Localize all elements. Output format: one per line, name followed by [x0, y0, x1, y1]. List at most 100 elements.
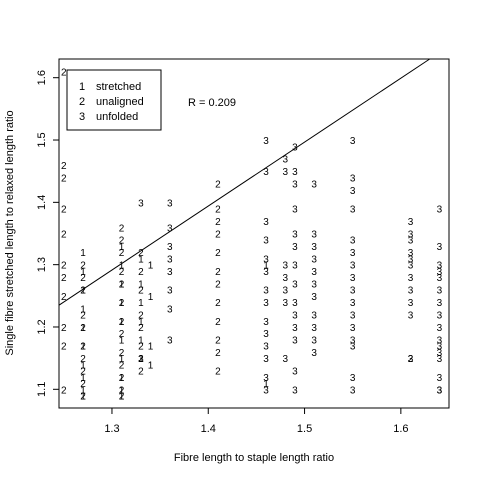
data-point-unfolded: 3	[167, 223, 173, 234]
data-point-unfolded: 3	[311, 335, 317, 346]
data-point-unfolded: 3	[292, 367, 298, 378]
data-point-unfolded: 3	[263, 286, 269, 297]
data-point-unfolded: 3	[408, 230, 414, 241]
data-point-unfolded: 3	[311, 323, 317, 334]
x-axis-label: Fibre length to staple length ratio	[174, 452, 334, 464]
data-point-unaligned: 2	[215, 267, 221, 278]
data-point-stretched: 1	[80, 323, 86, 334]
data-point-unaligned: 2	[215, 230, 221, 241]
data-point-unaligned: 2	[80, 342, 86, 353]
data-point-unfolded: 3	[350, 342, 356, 353]
data-point-unfolded: 3	[311, 292, 317, 303]
data-point-unfolded: 3	[167, 254, 173, 265]
data-point-unfolded: 3	[437, 342, 443, 353]
data-point-unaligned: 2	[61, 205, 67, 216]
data-point-unfolded: 3	[437, 205, 443, 216]
data-point-unfolded: 3	[311, 254, 317, 265]
data-point-unfolded: 3	[408, 236, 414, 247]
x-axis: 1.3 1.4 1.5 1.6	[104, 408, 409, 435]
data-point-unaligned: 2	[215, 180, 221, 191]
data-point-unfolded: 3	[283, 354, 289, 365]
data-point-unfolded: 3	[311, 267, 317, 278]
data-point-stretched: 1	[148, 342, 154, 353]
data-point-unaligned: 2	[138, 354, 144, 365]
data-point-unfolded: 3	[408, 254, 414, 265]
data-point-unfolded: 3	[408, 354, 414, 365]
data-point-unaligned: 2	[119, 317, 125, 328]
y-tick-label: 1.1	[36, 382, 48, 397]
data-point-stretched: 1	[80, 342, 86, 353]
data-point-stretched: 1	[119, 261, 125, 272]
y-axis: 1.1 1.2 1.3 1.4 1.5 1.6	[36, 70, 59, 397]
data-point-unaligned: 2	[215, 217, 221, 228]
data-point-unaligned: 2	[80, 273, 86, 284]
data-point-unaligned: 2	[215, 317, 221, 328]
data-point-unfolded: 3	[283, 167, 289, 178]
data-point-unaligned: 2	[61, 67, 67, 78]
data-point-stretched: 1	[138, 254, 144, 265]
data-point-unfolded: 3	[437, 242, 443, 253]
data-point-unfolded: 3	[437, 385, 443, 396]
data-point-unfolded: 3	[437, 385, 443, 396]
data-point-unfolded: 3	[138, 354, 144, 365]
plot-frame	[58, 58, 450, 409]
data-point-unaligned: 2	[408, 354, 414, 365]
data-point-unfolded: 3	[292, 385, 298, 396]
data-point-unfolded: 3	[283, 298, 289, 309]
data-point-unfolded: 3	[263, 298, 269, 309]
data-point-unfolded: 3	[263, 385, 269, 396]
data-point-unfolded: 3	[350, 323, 356, 334]
data-point-unfolded: 3	[292, 279, 298, 290]
data-point-unfolded: 3	[437, 323, 443, 334]
data-point-unaligned: 2	[215, 279, 221, 290]
data-point-stretched: 1	[80, 267, 86, 278]
data-point-unaligned: 2	[119, 392, 125, 403]
data-point-unaligned: 2	[119, 385, 125, 396]
data-point-unaligned: 2	[215, 348, 221, 359]
data-point-unfolded: 3	[283, 286, 289, 297]
data-point-unfolded: 3	[292, 180, 298, 191]
data-point-unaligned: 2	[61, 173, 67, 184]
data-point-unfolded: 3	[263, 267, 269, 278]
data-point-stretched: 1	[80, 385, 86, 396]
data-point-unaligned: 2	[119, 223, 125, 234]
data-point-unfolded: 3	[167, 335, 173, 346]
data-point-unfolded: 3	[311, 348, 317, 359]
legend-label-2: unaligned	[96, 96, 144, 108]
y-tick-label: 1.2	[36, 319, 48, 334]
data-point-stretched: 1	[80, 392, 86, 403]
y-tick-label: 1.5	[36, 132, 48, 147]
data-point-stretched: 1	[148, 360, 154, 371]
data-point-unaligned: 2	[61, 261, 67, 272]
legend-symbol-2: 2	[79, 96, 85, 108]
data-point-unaligned: 2	[119, 248, 125, 259]
data-point-unfolded: 3	[283, 155, 289, 166]
data-point-unaligned: 2	[61, 323, 67, 334]
data-point-unfolded: 3	[292, 335, 298, 346]
data-point-unfolded: 3	[350, 335, 356, 346]
data-point-unfolded: 3	[408, 273, 414, 284]
data-point-unfolded: 3	[292, 242, 298, 253]
legend-symbol-3: 3	[79, 111, 85, 123]
data-point-unfolded: 3	[437, 286, 443, 297]
data-point-unaligned: 2	[138, 248, 144, 259]
data-point-unfolded: 3	[408, 261, 414, 272]
data-point-stretched: 1	[119, 335, 125, 346]
data-point-unfolded: 3	[311, 230, 317, 241]
data-point-unaligned: 2	[138, 323, 144, 334]
data-point-unfolded: 3	[263, 373, 269, 384]
data-point-unfolded: 3	[311, 311, 317, 322]
data-point-stretched: 1	[119, 317, 125, 328]
data-point-unaligned: 2	[215, 248, 221, 259]
data-point-unaligned: 2	[80, 354, 86, 365]
data-point-unfolded: 3	[350, 373, 356, 384]
data-point-unaligned: 2	[61, 385, 67, 396]
data-point-unfolded: 3	[350, 248, 356, 259]
data-point-unaligned: 2	[138, 286, 144, 297]
legend: 1 stretched 2 unaligned 3 unfolded	[66, 69, 162, 131]
data-point-stretched: 1	[80, 286, 86, 297]
data-point-unfolded: 3	[437, 261, 443, 272]
data-point-stretched: 1	[119, 354, 125, 365]
data-points: 1111111111111111111111111111111122222222…	[61, 67, 443, 402]
data-point-unfolded: 3	[311, 279, 317, 290]
